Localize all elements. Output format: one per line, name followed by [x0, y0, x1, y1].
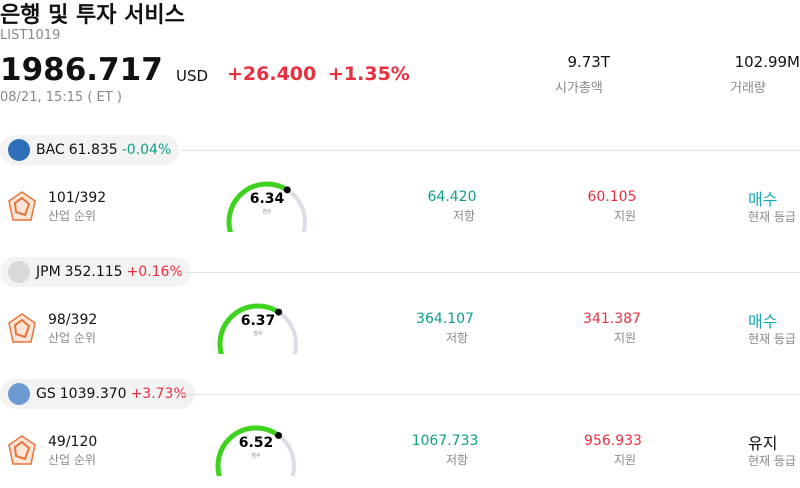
rating-label: 현재 등급 [748, 210, 796, 224]
resistance: 364.107 [416, 311, 474, 327]
separator [180, 150, 800, 151]
icon-shape [8, 191, 36, 221]
rank: 101/392 [48, 190, 107, 206]
ticker: GS [36, 386, 56, 402]
gauge-dot [283, 186, 291, 194]
stock-chip[interactable]: BAC 61.835 -0.04% [0, 135, 180, 165]
rank-icon [8, 435, 36, 465]
support-label: 지원 [613, 209, 637, 223]
rating-label: 현재 등급 [748, 454, 796, 468]
icon-shape [8, 313, 36, 343]
price: 1039.370 [59, 386, 127, 402]
stat-value: 9.73T [567, 53, 610, 71]
stock-chip[interactable]: JPM 352.115 +0.16% [0, 257, 191, 287]
gauge-dot [275, 308, 283, 316]
score-label: 점수 [251, 452, 261, 459]
price: 61.835 [68, 142, 118, 158]
change: +3.73% [130, 386, 187, 402]
score-label: 점수 [262, 208, 272, 215]
score: 6.37 [241, 313, 276, 329]
rank-label: 산업 순위 [48, 453, 96, 467]
icon-shape [13, 440, 31, 461]
support: 60.105 [587, 189, 637, 205]
stock-chip[interactable]: GS 1039.370 +3.73% [0, 379, 195, 409]
stat-value: 102.99M [734, 53, 800, 71]
support-label: 지원 [613, 331, 637, 345]
rating: 매수 [748, 312, 778, 331]
score-label: 점수 [253, 330, 263, 337]
resistance-label: 저항 [445, 453, 469, 467]
icon-shape [8, 435, 36, 465]
ticker: BAC [36, 142, 65, 158]
change: -0.04% [121, 142, 172, 158]
rating: 매수 [748, 190, 778, 209]
resistance: 1067.733 [411, 433, 479, 449]
score: 6.34 [250, 191, 285, 207]
price: 1986.717 [0, 52, 163, 88]
rank-icon [8, 313, 36, 343]
rating-label: 현재 등급 [748, 332, 796, 346]
resistance: 64.420 [427, 189, 477, 205]
rank: 49/120 [48, 434, 98, 450]
score: 6.52 [239, 435, 274, 451]
currency: USD [176, 67, 209, 85]
logo [8, 383, 30, 405]
change: +26.400 [227, 63, 317, 85]
code: LIST1019 [0, 28, 61, 43]
logo [8, 261, 30, 283]
resistance-label: 저항 [445, 331, 469, 345]
support: 341.387 [583, 311, 641, 327]
gauge-value [215, 425, 282, 476]
logo [8, 139, 30, 161]
support: 956.933 [584, 433, 642, 449]
gauge-value [217, 303, 282, 354]
support-label: 지원 [613, 453, 637, 467]
icon-shape [13, 196, 31, 217]
icon-shape [13, 318, 31, 339]
rating: 유지 [748, 434, 778, 453]
time: 08/21, 15:15 ( ET ) [0, 90, 122, 105]
price: 352.115 [64, 264, 123, 280]
ticker: JPM [36, 264, 61, 280]
stat-label: 시가총액 [555, 81, 603, 96]
rank: 98/392 [48, 312, 98, 328]
stat-label: 거래량 [730, 81, 766, 96]
change-pct: +1.35% [328, 63, 410, 85]
gauge-value [226, 181, 290, 232]
change: +0.16% [126, 264, 183, 280]
separator [180, 394, 800, 395]
gauge-dot [275, 431, 283, 439]
rank-label: 산업 순위 [48, 209, 96, 223]
separator [180, 272, 800, 273]
resistance-label: 저항 [452, 209, 476, 223]
rank-icon [8, 191, 36, 221]
rank-label: 산업 순위 [48, 331, 96, 345]
title: 은행 및 투자 서비스 [0, 3, 185, 28]
